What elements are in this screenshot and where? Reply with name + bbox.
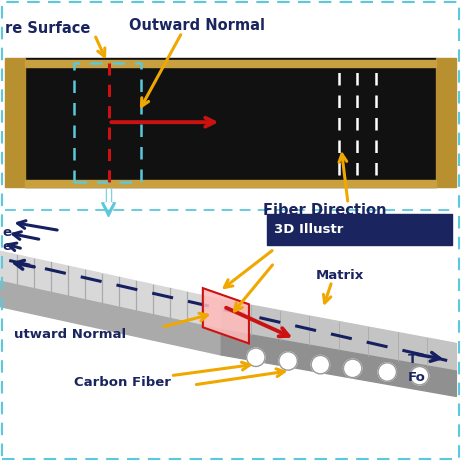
Bar bbox=[436, 58, 456, 187]
Polygon shape bbox=[221, 330, 456, 396]
Circle shape bbox=[410, 366, 429, 385]
Circle shape bbox=[378, 363, 396, 381]
Polygon shape bbox=[203, 288, 249, 343]
Polygon shape bbox=[105, 203, 112, 209]
Bar bbox=[267, 214, 452, 245]
Bar bbox=[5, 0, 456, 58]
Bar bbox=[74, 63, 141, 182]
Text: utward Normal: utward Normal bbox=[14, 328, 126, 341]
Text: 3D Illustr: 3D Illustr bbox=[274, 223, 343, 236]
Polygon shape bbox=[221, 300, 456, 371]
Circle shape bbox=[247, 348, 265, 366]
Text: Carbon Fiber: Carbon Fiber bbox=[74, 376, 171, 389]
Bar bbox=[25, 180, 436, 187]
Text: Fo: Fo bbox=[408, 371, 426, 384]
Polygon shape bbox=[101, 203, 115, 217]
Text: Outward Normal: Outward Normal bbox=[129, 18, 265, 34]
Text: e: e bbox=[2, 226, 12, 239]
Text: Matrix: Matrix bbox=[316, 269, 364, 282]
Text: re Surface: re Surface bbox=[5, 21, 90, 36]
Text: Fiber Direction: Fiber Direction bbox=[263, 203, 386, 218]
Bar bbox=[25, 60, 436, 67]
Text: e: e bbox=[2, 240, 12, 253]
Text: Failure Surfa: Failure Surfa bbox=[270, 236, 366, 249]
Bar bbox=[5, 58, 25, 187]
Polygon shape bbox=[0, 281, 221, 355]
Circle shape bbox=[311, 355, 330, 374]
Bar bbox=[5, 210, 456, 456]
Circle shape bbox=[343, 359, 362, 378]
Bar bbox=[106, 189, 111, 203]
Polygon shape bbox=[0, 251, 221, 330]
Circle shape bbox=[279, 352, 297, 370]
Bar bbox=[25, 58, 436, 187]
Bar bbox=[107, 189, 110, 203]
Text: T: T bbox=[408, 353, 417, 366]
